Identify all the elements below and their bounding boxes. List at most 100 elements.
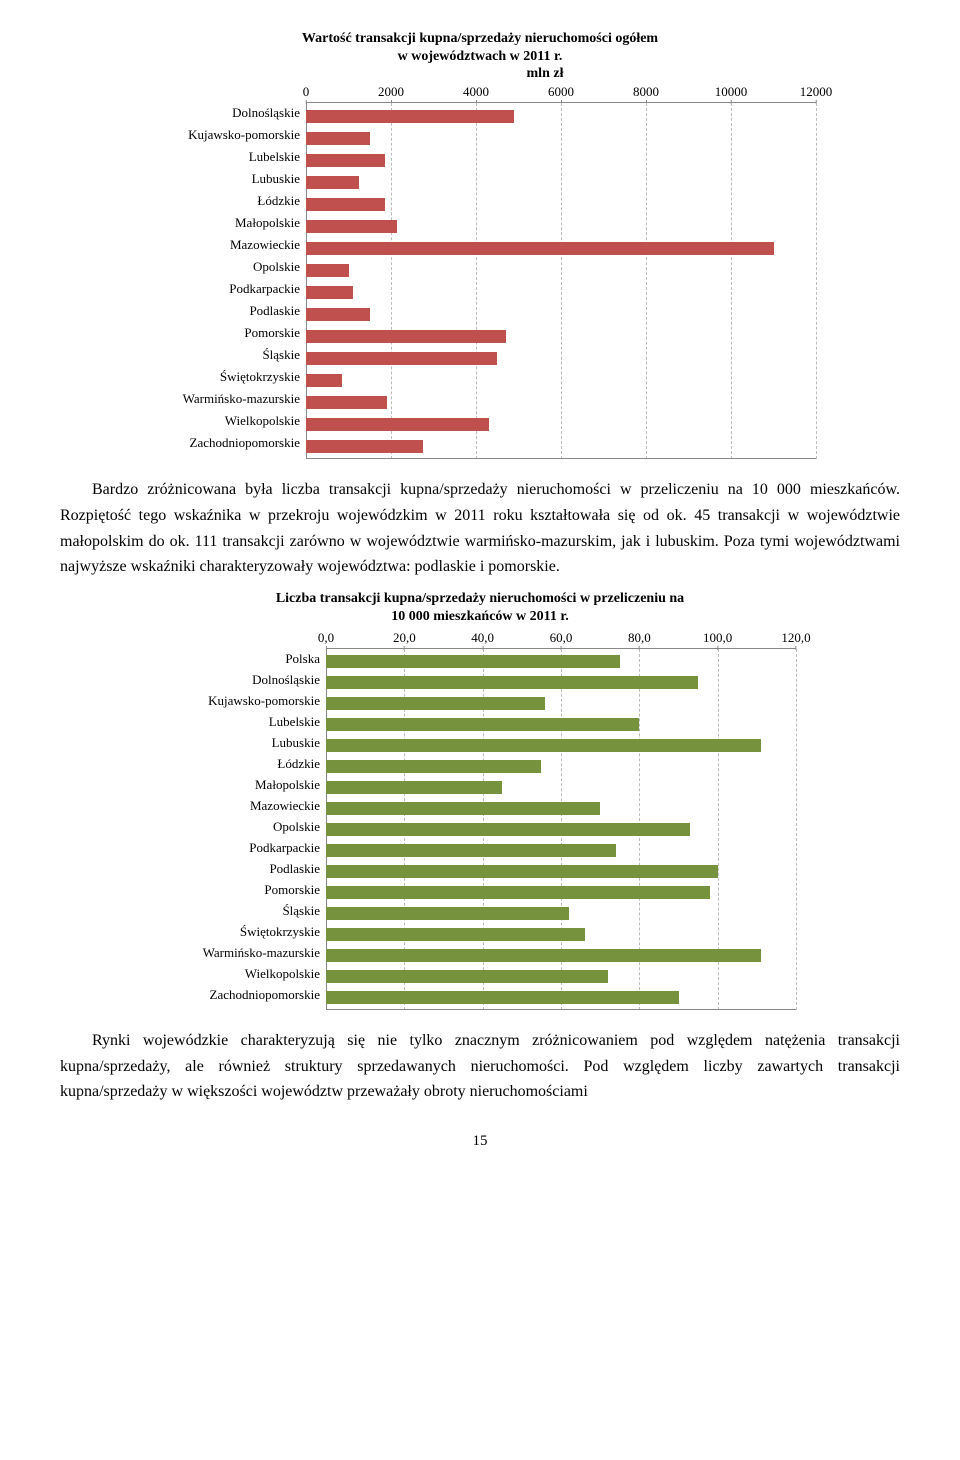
bar-row <box>326 714 796 735</box>
bar-row <box>326 693 796 714</box>
bar <box>306 264 349 277</box>
chart2-body: PolskaDolnośląskieKujawsko-pomorskieLube… <box>150 630 810 1010</box>
bar-row <box>326 651 796 672</box>
x-tick: 4000 <box>463 84 489 104</box>
bar-row <box>306 281 816 303</box>
bar <box>326 886 710 899</box>
chart1-unit: mln zł <box>260 66 830 82</box>
bar <box>306 286 353 299</box>
bar <box>326 865 718 878</box>
category-label: Wielkopolskie <box>130 410 300 432</box>
bar-row <box>326 882 796 903</box>
bar <box>306 330 506 343</box>
bar-row <box>306 215 816 237</box>
category-label: Zachodniopomorskie <box>130 432 300 454</box>
chart2-plot: 0,020,040,060,080,0100,0120,0 <box>326 630 796 1010</box>
bar-row <box>326 945 796 966</box>
chart2: Liczba transakcji kupna/sprzedaży nieruc… <box>150 590 810 1010</box>
bar-row <box>306 369 816 391</box>
bar <box>326 844 616 857</box>
chart1-x-axis: 020004000600080001000012000 <box>306 84 816 103</box>
chart1-labels: DolnośląskieKujawsko-pomorskieLubelskieL… <box>130 84 306 459</box>
x-tick: 10000 <box>715 84 748 104</box>
chart1-title-l2: w województwach w 2011 r. <box>130 48 830 66</box>
bar <box>326 760 541 773</box>
category-label: Lubelskie <box>130 146 300 168</box>
category-label: Warmińsko-mazurskie <box>150 942 320 963</box>
category-label: Lubuskie <box>130 168 300 190</box>
bar-row <box>306 325 816 347</box>
category-label: Opolskie <box>130 256 300 278</box>
category-label: Podlaskie <box>150 858 320 879</box>
x-tick-label: 6000 <box>548 84 574 100</box>
bar <box>326 697 545 710</box>
chart1-bottom-axis <box>306 458 816 459</box>
bar <box>306 418 489 431</box>
category-label: Kujawsko-pomorskie <box>150 690 320 711</box>
x-tick-label: 0 <box>303 84 310 100</box>
x-tick-label: 100,0 <box>703 630 732 646</box>
paragraph-2: Rynki wojewódzkie charakteryzują się nie… <box>60 1028 900 1105</box>
bar-row <box>306 347 816 369</box>
chart1-plot: 020004000600080001000012000 <box>306 84 816 459</box>
category-label: Śląskie <box>130 344 300 366</box>
bar-row <box>326 819 796 840</box>
x-tick: 60,0 <box>550 630 573 650</box>
bar <box>306 440 423 453</box>
gridline <box>796 649 797 1010</box>
bar-row <box>306 105 816 127</box>
bar <box>326 949 761 962</box>
gridline <box>816 103 817 459</box>
category-label: Podkarpackie <box>130 278 300 300</box>
chart2-bottom-axis <box>326 1009 796 1010</box>
category-label: Warmińsko-mazurskie <box>130 388 300 410</box>
chart1-bars <box>306 103 816 459</box>
category-label: Podlaskie <box>130 300 300 322</box>
bar-row <box>306 171 816 193</box>
paragraph-1: Bardzo zróżnicowana była liczba transakc… <box>60 477 900 579</box>
x-tick-label: 0,0 <box>318 630 334 646</box>
x-tick: 40,0 <box>471 630 494 650</box>
category-label: Małopolskie <box>130 212 300 234</box>
x-tick: 8000 <box>633 84 659 104</box>
bar <box>306 396 387 409</box>
bar <box>306 176 359 189</box>
bar <box>306 154 385 167</box>
x-tick-label: 2000 <box>378 84 404 100</box>
chart2-title-l2: 10 000 mieszkańców w 2011 r. <box>150 608 810 626</box>
bar <box>306 242 774 255</box>
page-number: 15 <box>60 1133 900 1150</box>
x-tick-label: 80,0 <box>628 630 651 646</box>
bar-row <box>306 303 816 325</box>
x-tick-label: 40,0 <box>471 630 494 646</box>
category-label: Kujawsko-pomorskie <box>130 124 300 146</box>
bar <box>306 110 514 123</box>
category-label: Pomorskie <box>130 322 300 344</box>
bar-row <box>326 756 796 777</box>
bar-row <box>326 861 796 882</box>
x-tick: 12000 <box>800 84 833 104</box>
category-label: Mazowieckie <box>130 234 300 256</box>
category-label: Zachodniopomorskie <box>150 984 320 1005</box>
bar-row <box>306 149 816 171</box>
bar <box>326 991 679 1004</box>
category-label: Małopolskie <box>150 774 320 795</box>
bar <box>326 802 600 815</box>
x-tick-label: 20,0 <box>393 630 416 646</box>
category-label: Dolnośląskie <box>130 102 300 124</box>
category-label: Opolskie <box>150 816 320 837</box>
category-label: Mazowieckie <box>150 795 320 816</box>
bar-row <box>326 840 796 861</box>
x-tick-label: 8000 <box>633 84 659 100</box>
x-tick: 100,0 <box>703 630 732 650</box>
bar-row <box>306 193 816 215</box>
bar <box>326 970 608 983</box>
bar-row <box>326 924 796 945</box>
bar <box>326 676 698 689</box>
category-label: Wielkopolskie <box>150 963 320 984</box>
x-tick-label: 4000 <box>463 84 489 100</box>
chart2-labels: PolskaDolnośląskieKujawsko-pomorskieLube… <box>150 630 326 1010</box>
category-label: Dolnośląskie <box>150 669 320 690</box>
bar <box>306 198 385 211</box>
bar <box>326 781 502 794</box>
